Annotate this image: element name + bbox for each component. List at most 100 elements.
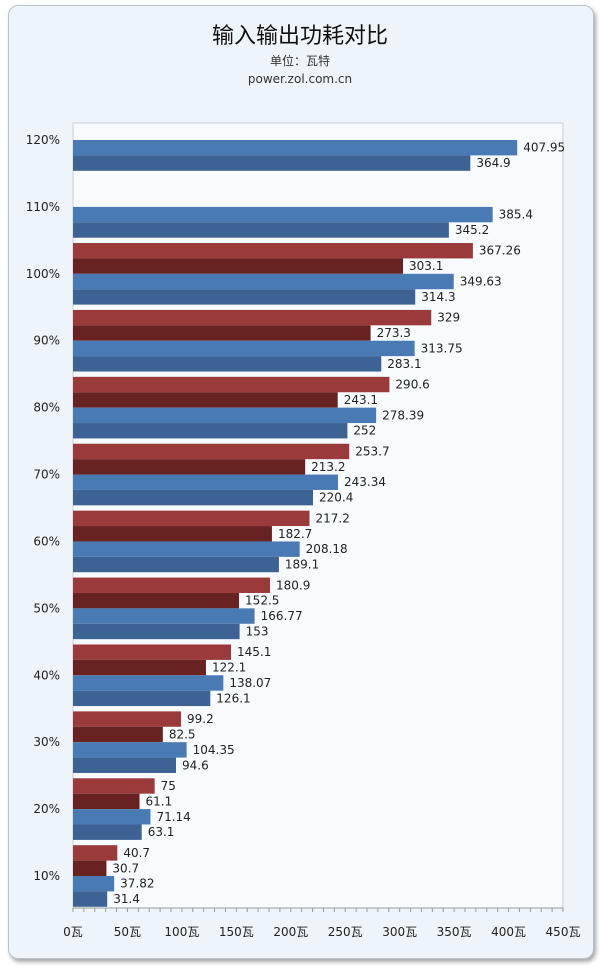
chart-source: power.zol.com.cn — [247, 72, 353, 86]
data-label: 61.1 — [146, 794, 173, 808]
x-tick-label: 400瓦 — [491, 925, 526, 939]
data-label: 99.2 — [187, 712, 214, 726]
bar — [73, 793, 140, 810]
data-label: 37.82 — [120, 877, 154, 891]
bar — [73, 206, 493, 223]
bar — [73, 623, 240, 640]
data-label: 94.6 — [182, 758, 209, 772]
bar — [73, 860, 107, 876]
data-label: 208.18 — [306, 542, 348, 556]
bar — [73, 690, 211, 707]
data-label: 126.1 — [216, 691, 250, 705]
bar — [73, 392, 338, 408]
x-tick-label: 50瓦 — [114, 925, 141, 939]
bar — [73, 325, 371, 341]
bar — [73, 644, 231, 660]
data-label: 252 — [353, 424, 376, 438]
bar — [73, 258, 404, 274]
bar — [73, 891, 108, 907]
data-label: 152.5 — [245, 594, 279, 608]
bar — [73, 459, 306, 475]
y-tick-label: 100% — [26, 267, 60, 281]
data-label: 313.75 — [421, 341, 463, 355]
bar — [73, 289, 416, 305]
data-label: 349.63 — [460, 275, 502, 289]
data-label: 283.1 — [387, 357, 421, 371]
y-tick-label: 110% — [26, 200, 60, 214]
data-label: 364.9 — [476, 156, 510, 170]
y-tick-label: 30% — [33, 735, 60, 749]
data-label: 104.35 — [193, 743, 235, 757]
data-label: 153 — [246, 624, 269, 638]
bar — [73, 824, 142, 840]
data-label: 385.4 — [499, 208, 533, 222]
bar — [73, 474, 338, 490]
bar — [73, 273, 454, 290]
data-label: 407.95 — [523, 141, 565, 155]
chart-title: 输入输出功耗对比 — [211, 24, 388, 49]
data-label: 180.9 — [276, 578, 310, 592]
x-tick-label: 0瓦 — [63, 925, 83, 939]
x-tick-label: 450瓦 — [546, 925, 581, 939]
data-label: 82.5 — [169, 727, 196, 741]
bar — [73, 510, 310, 527]
bar — [73, 489, 313, 506]
bar — [73, 809, 151, 825]
y-tick-label: 20% — [33, 802, 60, 816]
bar — [73, 577, 270, 593]
bar — [73, 243, 473, 259]
data-label: 220.4 — [319, 491, 353, 505]
bar — [73, 757, 177, 773]
bar — [73, 443, 350, 460]
y-tick-label: 40% — [33, 668, 60, 682]
bar — [73, 608, 255, 624]
bar — [73, 592, 240, 609]
bar — [73, 876, 115, 892]
data-label: 329 — [437, 311, 460, 325]
y-tick-label: 50% — [33, 601, 60, 615]
data-label: 71.14 — [156, 810, 190, 824]
bar — [73, 526, 272, 542]
bar — [73, 556, 279, 573]
data-label: 290.6 — [395, 378, 429, 392]
x-tick-label: 100瓦 — [164, 925, 199, 939]
y-tick-label: 120% — [26, 133, 60, 147]
data-label: 253.7 — [355, 444, 389, 458]
bar — [73, 376, 390, 393]
x-tick-label: 200瓦 — [273, 925, 308, 939]
bar — [73, 140, 518, 156]
bar — [73, 675, 224, 691]
bar — [73, 711, 182, 727]
data-label: 243.34 — [344, 475, 386, 489]
x-tick-label: 150瓦 — [219, 925, 254, 939]
x-tick-label: 350瓦 — [437, 925, 472, 939]
bar — [73, 340, 415, 357]
bar — [73, 222, 449, 238]
data-label: 303.1 — [409, 259, 443, 273]
bar — [73, 407, 377, 424]
data-label: 217.2 — [316, 511, 350, 525]
data-label: 40.7 — [123, 846, 150, 860]
bar — [73, 742, 187, 758]
bar — [73, 541, 300, 557]
y-tick-label: 90% — [33, 334, 60, 348]
data-label: 145.1 — [237, 645, 271, 659]
bar — [73, 423, 348, 439]
data-label: 30.7 — [112, 861, 139, 875]
data-label: 166.77 — [261, 609, 303, 623]
bar — [73, 778, 155, 794]
data-label: 75 — [161, 779, 176, 793]
y-tick-label: 60% — [33, 534, 60, 548]
data-label: 138.07 — [229, 676, 271, 690]
data-label: 122.1 — [212, 661, 246, 675]
data-label: 63.1 — [148, 825, 175, 839]
bar — [73, 356, 382, 372]
y-tick-label: 70% — [33, 468, 60, 482]
data-label: 273.3 — [377, 326, 411, 340]
chart-subtitle: 单位：瓦特 — [269, 54, 330, 68]
x-tick-label: 300瓦 — [382, 925, 417, 939]
data-label: 189.1 — [285, 558, 319, 572]
bar — [73, 309, 432, 326]
bar — [73, 659, 206, 676]
